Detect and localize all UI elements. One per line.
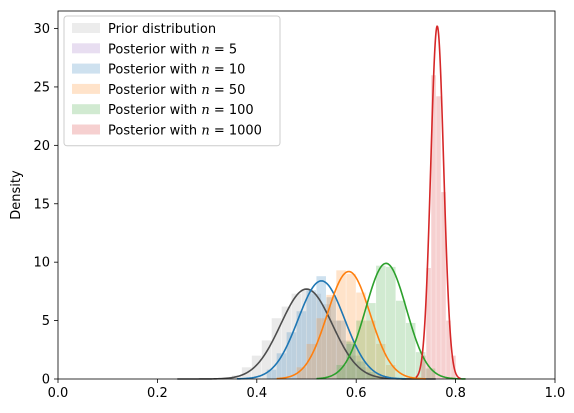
histogram-bar xyxy=(316,276,326,379)
y-axis: 0 5 10 15 20 25 30 xyxy=(33,22,58,388)
legend-swatch xyxy=(72,124,100,135)
legend-label: Posterior with n = 1000 xyxy=(108,124,262,139)
legend-label: Posterior with n = 5 xyxy=(108,42,237,57)
histogram-bar xyxy=(306,290,317,379)
histogram-bar xyxy=(341,340,351,379)
histogram-bar xyxy=(251,355,262,379)
density-curve xyxy=(415,25,461,380)
histogram-bar xyxy=(301,290,312,379)
y-tick-label: 25 xyxy=(33,80,50,95)
histogram-bar xyxy=(286,332,297,379)
histogram-bar xyxy=(296,311,307,379)
histogram-bar xyxy=(431,75,436,379)
histogram-bar xyxy=(421,355,426,379)
histogram-bar xyxy=(366,303,376,379)
legend-swatch xyxy=(72,23,100,33)
histogram-bar xyxy=(306,343,317,379)
histogram-bar xyxy=(386,364,396,379)
x-tick-label: 0.4 xyxy=(246,386,267,401)
histogram-bar xyxy=(336,364,346,379)
histogram-bar xyxy=(356,292,366,379)
legend-swatch xyxy=(72,83,100,94)
y-tick-label: 5 xyxy=(42,314,50,329)
histogram-bar xyxy=(346,273,356,379)
x-tick-label: 0.2 xyxy=(147,386,168,401)
histogram-bar xyxy=(346,341,356,379)
x-axis: 0.0 0.2 0.4 0.6 0.8 1.0 xyxy=(48,379,566,401)
y-tick-label: 0 xyxy=(42,373,50,388)
histogram-bar xyxy=(426,268,431,379)
y-tick-label: 20 xyxy=(33,139,50,154)
histogram-bar xyxy=(425,368,436,379)
histogram-bar xyxy=(311,293,322,379)
histogram-bar xyxy=(376,265,386,379)
x-tick-label: 0.0 xyxy=(48,386,69,401)
y-tick-label: 10 xyxy=(33,256,50,271)
histogram-bar xyxy=(291,293,302,379)
histogram-layer xyxy=(231,75,456,380)
plot-frame xyxy=(57,10,556,380)
legend-label: Posterior with n = 100 xyxy=(108,103,254,118)
y-tick-label: 30 xyxy=(33,22,50,37)
histogram-bar xyxy=(395,300,406,379)
y-axis-label: Density xyxy=(9,170,24,220)
histogram-bar xyxy=(296,367,307,379)
histogram-bar xyxy=(366,320,376,379)
histogram-bar xyxy=(331,320,341,379)
legend-box xyxy=(63,15,281,147)
histogram-bar xyxy=(405,322,416,379)
legend-swatch xyxy=(72,63,100,74)
legend: Prior distribution Posterior with n = 5 Po… xyxy=(63,15,281,147)
histogram-bar xyxy=(376,343,386,379)
histogram-bar xyxy=(446,320,451,379)
histogram-bar xyxy=(326,297,336,379)
histogram-bar xyxy=(386,266,396,379)
x-tick-label: 1.0 xyxy=(545,386,566,401)
legend-label: Prior distribution xyxy=(108,22,216,37)
histogram-bar xyxy=(441,192,446,379)
legend-swatch xyxy=(72,43,100,54)
density-curve xyxy=(316,262,466,380)
density-curve xyxy=(236,280,406,380)
histogram-bar xyxy=(356,320,366,379)
histogram-bar xyxy=(316,318,326,379)
histogram-bar xyxy=(266,369,277,379)
histogram-bar xyxy=(271,318,282,379)
histogram-bar xyxy=(326,294,336,379)
histogram-bar xyxy=(336,270,346,379)
histogram-bar xyxy=(351,355,361,379)
histogram-bar xyxy=(281,306,292,379)
histogram-bar xyxy=(336,320,346,379)
histogram-bar xyxy=(346,343,356,379)
histogram-bar xyxy=(321,304,331,379)
legend-label: Posterior with n = 50 xyxy=(108,83,245,98)
histogram-bar xyxy=(436,96,441,380)
density-curve xyxy=(276,270,426,380)
histogram-bar xyxy=(276,353,287,379)
x-tick-label: 0.8 xyxy=(445,386,466,401)
histogram-bar xyxy=(261,340,272,379)
y-tick-label: 15 xyxy=(33,197,50,212)
x-tick-label: 0.6 xyxy=(346,386,367,401)
legend-swatch xyxy=(72,104,100,115)
legend-label: Posterior with n = 10 xyxy=(108,63,245,78)
